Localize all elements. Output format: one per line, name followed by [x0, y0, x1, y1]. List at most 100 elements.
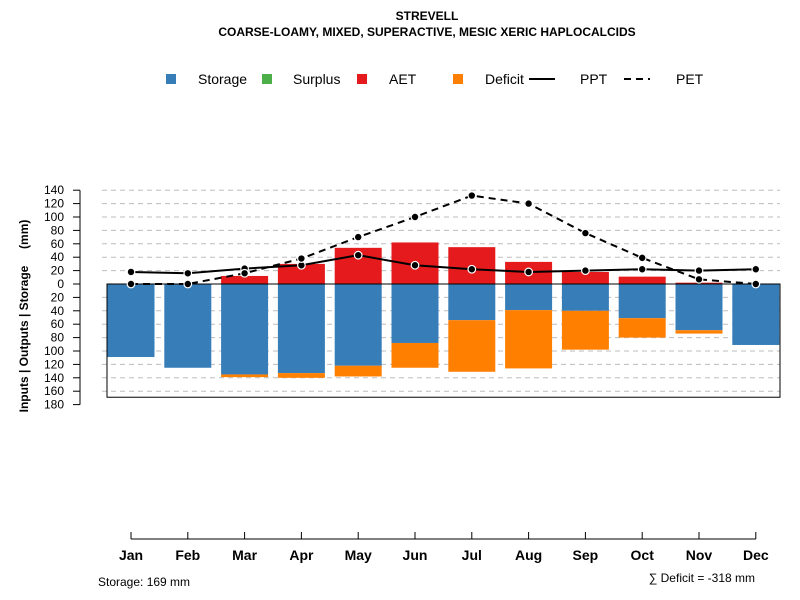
legend: Storage Surplus AET Deficit PPT PET [166, 71, 704, 87]
deficit-footer: ∑ Deficit = -318 mm [649, 571, 755, 585]
ppt-point [183, 268, 193, 278]
y-tick-label: 120 [44, 357, 64, 371]
y-tick-label: 60 [51, 317, 65, 331]
storage-bar [505, 284, 553, 311]
ppt-point [524, 267, 533, 277]
y-tick-label: 80 [51, 331, 65, 345]
x-tick-label: Jan [119, 547, 143, 563]
pet-point [637, 253, 647, 263]
y-tick-label: 80 [51, 223, 65, 237]
storage-bar [334, 284, 382, 366]
deficit-bar [505, 310, 553, 369]
aet-bar [561, 271, 609, 284]
deficit-bar [675, 330, 723, 334]
aet-bar [221, 275, 269, 284]
deficit-bar [618, 318, 666, 338]
y-tick-label: 100 [44, 344, 64, 358]
storage-bar [277, 284, 325, 374]
storage-bar [675, 284, 723, 331]
pet-point [467, 191, 477, 200]
x-tick-label: Nov [686, 547, 713, 563]
pet-point [297, 254, 306, 263]
ppt-point [751, 264, 761, 274]
chart-subtitle: COARSE-LOAMY, MIXED, SUPERACTIVE, MESIC … [218, 25, 635, 39]
y-tick-label: 140 [44, 183, 64, 197]
legend-deficit-label: Deficit [485, 71, 524, 87]
legend-surplus-swatch [262, 74, 272, 84]
deficit-bar [448, 320, 496, 372]
x-tick-label: Apr [289, 547, 314, 563]
ppt-point [410, 260, 420, 270]
pet-point [524, 199, 533, 209]
lines [126, 191, 761, 289]
aet-bar [618, 276, 666, 284]
y-tick-label: 20 [51, 290, 65, 304]
storage-bar [391, 284, 439, 343]
y-axis-label: Inputs | Outputs | Storage (mm) [17, 220, 31, 413]
y-tick-label: 100 [44, 210, 64, 224]
chart-title: STREVELL [396, 9, 459, 23]
ppt-point [126, 267, 136, 277]
aet-bar [277, 263, 325, 284]
x-tick-label: Dec [743, 547, 769, 563]
ppt-line [130, 254, 756, 275]
pet-point [581, 228, 590, 238]
legend-storage-swatch [166, 74, 176, 84]
y-tick-label: 160 [44, 384, 64, 398]
storage-bar [164, 284, 212, 368]
legend-surplus-label: Surplus [293, 71, 340, 87]
y-tick-label: 0 [57, 277, 64, 291]
storage-bar [221, 284, 269, 375]
storage-bar [107, 284, 155, 358]
pet-point [240, 268, 250, 278]
pet-point [410, 212, 420, 222]
storage-bar [618, 284, 666, 319]
pet-point [694, 274, 704, 284]
y-tick-label: 40 [51, 250, 65, 264]
legend-aet-label: AET [389, 71, 417, 87]
legend-ppt-label: PPT [580, 71, 608, 87]
x-tick-label: Aug [515, 547, 542, 563]
deficit-bar [277, 373, 325, 378]
x-tick-label: Oct [631, 547, 655, 563]
bars [107, 242, 780, 378]
y-axis: 1401201008060402002040608010012014016018… [44, 183, 81, 412]
deficit-bar [334, 365, 382, 377]
pet-point [353, 232, 363, 242]
x-tick-label: Jul [462, 547, 482, 563]
deficit-bar [221, 374, 269, 378]
x-tick-label: Mar [232, 547, 257, 563]
deficit-bar [561, 310, 609, 350]
y-tick-label: 140 [44, 371, 64, 385]
y-tick-label: 60 [51, 237, 65, 251]
legend-storage-label: Storage [198, 71, 247, 87]
storage-bar [561, 284, 609, 311]
ppt-point [637, 264, 647, 274]
ppt-point [694, 266, 704, 276]
ppt-point [581, 266, 590, 276]
y-tick-label: 180 [44, 398, 64, 412]
x-tick-label: May [345, 547, 372, 563]
ppt-point [467, 264, 477, 274]
storage-footer: Storage: 169 mm [98, 575, 190, 589]
x-axis: Jan Feb Mar Apr May Jun Jul Aug Sep Oct Nov Dec [119, 532, 769, 563]
legend-pet-label: PET [676, 71, 704, 87]
pet-point [126, 279, 136, 289]
y-tick-label: 40 [51, 304, 65, 318]
deficit-bar [391, 342, 439, 368]
y-tick-label: 120 [44, 197, 64, 211]
storage-bar [732, 284, 780, 345]
pet-line [131, 194, 756, 285]
x-tick-label: Sep [573, 547, 599, 563]
pet-point [183, 279, 193, 289]
legend-aet-swatch [357, 74, 367, 84]
x-tick-label: Jun [403, 547, 428, 563]
pet-point [751, 279, 761, 289]
storage-bar [448, 284, 496, 321]
legend-deficit-swatch [453, 74, 463, 84]
frame [106, 283, 781, 398]
y-tick-label: 20 [51, 264, 65, 278]
x-tick-label: Feb [175, 547, 200, 563]
ppt-point [353, 250, 363, 260]
